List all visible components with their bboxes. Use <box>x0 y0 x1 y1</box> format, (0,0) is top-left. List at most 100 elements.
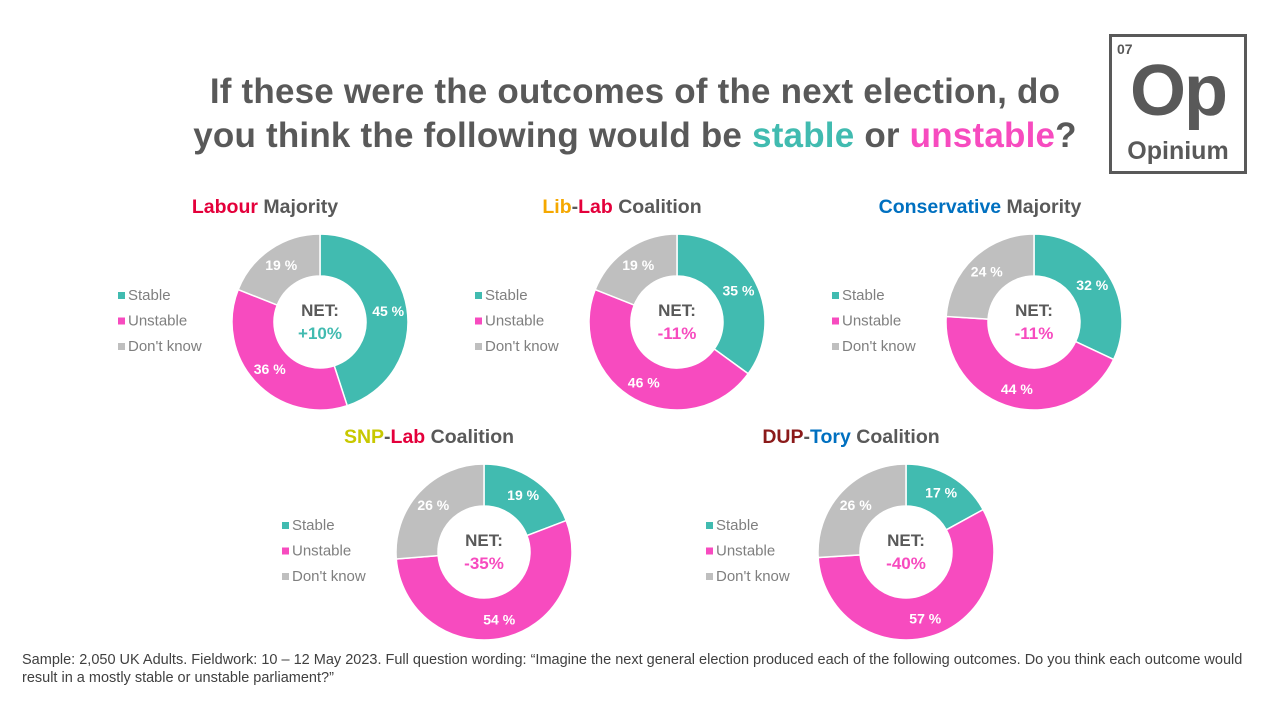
net-value: -11% <box>1015 324 1054 343</box>
chart-title-part: Majority <box>1001 196 1081 218</box>
legend-label: Don't know <box>716 568 790 585</box>
donut-slice-unstable <box>588 288 750 411</box>
title-line-2-prefix: you think the following would be <box>193 116 753 155</box>
chart-title-part: DUP <box>762 426 803 448</box>
logo-symbol: Op <box>1130 51 1228 131</box>
title-stable-word: stable <box>752 116 855 155</box>
donut-chart-5: 17 % 57 % 26 % NET: -40% DUP-Tory Coalition St… <box>706 426 995 641</box>
chart-title: Labour Majority <box>192 196 338 218</box>
donut-slice-don-t-know <box>237 233 321 307</box>
chart-title-part: Coalition <box>851 426 940 448</box>
logo-name: Opinium <box>1127 137 1229 165</box>
legend-label: Stable <box>128 287 171 304</box>
donut-slice-unstable <box>945 315 1115 411</box>
chart-title: SNP-Lab Coalition <box>344 426 514 448</box>
chart-title-part: Tory <box>810 426 851 448</box>
net-value: -11% <box>658 324 697 343</box>
footnote: Sample: 2,050 UK Adults. Fieldwork: 10 –… <box>22 652 1243 686</box>
slice-data-label: 35 % <box>723 283 755 299</box>
legend-swatch <box>832 317 839 325</box>
legend-swatch <box>706 522 713 529</box>
slice-data-label: 17 % <box>925 485 957 501</box>
donut-chart-1: 45 % 36 % 19 % NET: +10% Labour Majority Stabl… <box>118 196 409 411</box>
donut-chart-4: 19 % 54 % 26 % NET: -35% SNP-Lab Coalition Sta… <box>282 426 573 641</box>
opinium-logo: 07 Op Opinium <box>1109 34 1247 174</box>
chart-title: Lib-Lab Coalition <box>542 196 701 218</box>
legend-label: Stable <box>842 287 885 304</box>
donut-chart-3: 32 % 44 % 24 % NET: -11% Conservative Majorit… <box>832 196 1123 411</box>
legend-swatch <box>118 292 125 299</box>
slice-data-label: 36 % <box>254 361 286 377</box>
slice-data-label: 46 % <box>628 374 660 390</box>
legend-swatch <box>282 522 289 529</box>
slice-data-label: 19 % <box>265 257 297 273</box>
legend-swatch <box>706 573 713 580</box>
donut-slice-unstable <box>395 519 573 641</box>
chart-title-part: Majority <box>258 196 338 218</box>
title-question-mark: ? <box>1055 116 1077 155</box>
net-value: -40% <box>886 554 926 573</box>
legend-label: Stable <box>485 287 528 304</box>
slice-data-label: 32 % <box>1076 277 1108 293</box>
legend-label: Don't know <box>128 338 202 355</box>
chart-title-part: Lab <box>391 426 426 448</box>
title-unstable-word: unstable <box>909 116 1056 155</box>
donut-slice-stable <box>676 233 766 375</box>
chart-title: Conservative Majority <box>879 196 1082 218</box>
title-line-1: If these were the outcomes of the next e… <box>209 72 1061 111</box>
slice-data-label: 19 % <box>622 257 654 273</box>
net-label: NET: <box>1015 301 1053 320</box>
legend-swatch <box>475 292 482 299</box>
legend-swatch <box>282 573 289 580</box>
net-label: NET: <box>658 301 696 320</box>
legend-swatch <box>475 343 482 350</box>
chart-title-part: - <box>384 426 391 448</box>
legend-label: Unstable <box>842 313 901 330</box>
slice-data-label: 45 % <box>372 303 404 319</box>
legend-label: Don't know <box>485 338 559 355</box>
page-title: If these were the outcomes of the next e… <box>150 70 1120 158</box>
legend-swatch <box>832 292 839 299</box>
slice-data-label: 44 % <box>1001 381 1033 397</box>
title-line-2: you think the following would be stable … <box>150 114 1120 158</box>
donut-slice-stable <box>319 233 409 407</box>
title-or-word: or <box>854 116 910 155</box>
legend-swatch <box>282 547 289 555</box>
donut-chart-2: 35 % 46 % 19 % NET: -11% Lib-Lab Coalition Sta… <box>475 196 766 411</box>
net-value: +10% <box>298 324 342 343</box>
net-label: NET: <box>301 301 339 320</box>
legend-label: Stable <box>292 517 335 534</box>
legend-label: Unstable <box>292 543 351 560</box>
legend-label: Don't know <box>292 568 366 585</box>
chart-title-part: Lab <box>578 196 613 218</box>
chart-title-part: Coalition <box>613 196 702 218</box>
net-label: NET: <box>465 531 503 550</box>
legend-label: Stable <box>716 517 759 534</box>
slice-data-label: 57 % <box>909 610 941 626</box>
slice-data-label: 54 % <box>483 611 515 627</box>
net-label: NET: <box>887 531 925 550</box>
logo-number: 07 <box>1117 41 1133 57</box>
legend-swatch <box>832 343 839 350</box>
legend-label: Unstable <box>485 313 544 330</box>
slice-data-label: 26 % <box>417 497 449 513</box>
slice-data-label: 24 % <box>971 264 1003 280</box>
slice-data-label: 26 % <box>840 497 872 513</box>
legend-label: Unstable <box>128 313 187 330</box>
legend-swatch <box>706 547 713 555</box>
chart-title-part: - <box>572 196 579 218</box>
donut-slice-don-t-know <box>817 463 907 559</box>
chart-title-part: SNP <box>344 426 384 448</box>
donut-slice-don-t-know <box>945 233 1035 320</box>
legend-swatch <box>475 317 482 325</box>
slice-data-label: 19 % <box>507 487 539 503</box>
legend-swatch <box>118 317 125 325</box>
donut-slice-stable <box>1033 233 1123 361</box>
chart-title: DUP-Tory Coalition <box>762 426 939 448</box>
chart-title-part: Conservative <box>879 196 1002 218</box>
chart-title-part: Coalition <box>425 426 514 448</box>
legend-label: Unstable <box>716 543 775 560</box>
chart-title-part: Labour <box>192 196 258 218</box>
chart-title-part: Lib <box>542 196 571 218</box>
